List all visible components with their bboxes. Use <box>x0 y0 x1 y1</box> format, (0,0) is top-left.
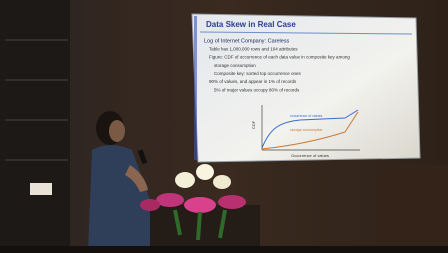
bullet-text: Log of Internet Company: Careless <box>204 38 290 44</box>
bullet-text: storage consumption <box>214 63 256 68</box>
legend-entry: occurrence of values <box>290 114 323 118</box>
slide-title: Data Skew in Real Case <box>206 20 296 29</box>
wall-shadow <box>380 165 448 253</box>
x-axis-label: Occurrence of values <box>291 153 329 158</box>
left-panel <box>0 0 70 253</box>
bullet-text: Composite key: sorted top occurrence one… <box>214 71 302 76</box>
photo: Data Skew in Real Case Log of Internet C… <box>0 0 448 253</box>
bullet-text: 90% of values, and appear in 1% of recor… <box>209 79 297 84</box>
y-axis-label: CDF <box>251 120 256 129</box>
slide-bar <box>194 16 197 160</box>
bullet-text: Table has 1,000,000 rows and 104 attribu… <box>209 46 298 51</box>
bullet-text: Figure: CDF of occurrence of each data v… <box>209 55 350 60</box>
wall-socket <box>30 183 52 195</box>
legend-entry: storage consumption <box>290 128 323 132</box>
floor <box>0 246 448 253</box>
bullet-text: 5% of major values occupy 80% of records <box>214 87 300 92</box>
